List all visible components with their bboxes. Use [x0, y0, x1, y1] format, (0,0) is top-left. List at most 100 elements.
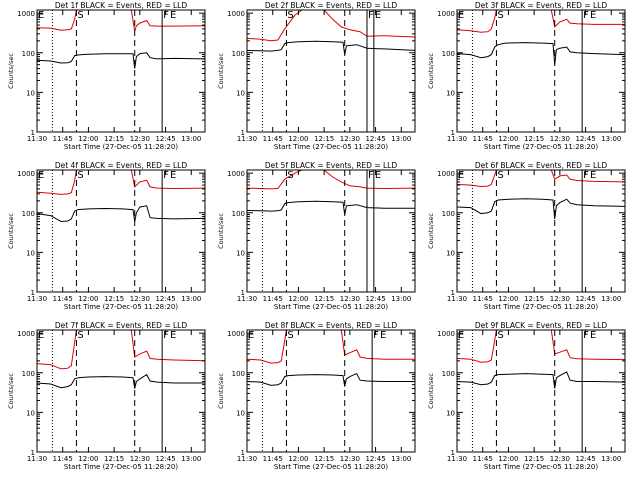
plot-frame — [36, 169, 206, 293]
x-tick-label: 11:45 — [473, 295, 493, 303]
x-axis-label: Start Time (27-Dec-05 11:28:20) — [484, 303, 598, 311]
x-tick-label: 12:45 — [365, 135, 385, 143]
x-tick-label: 12:15 — [314, 455, 334, 463]
y-tick-label: 1 — [451, 129, 455, 137]
y-tick-label: 100 — [442, 210, 455, 218]
x-tick-label: 12:30 — [340, 455, 360, 463]
event-marker-label: S — [77, 10, 83, 21]
y-tick-label: 100 — [22, 370, 35, 378]
plot-frame — [246, 329, 416, 453]
x-tick-label: 12:00 — [498, 295, 518, 303]
event-marker-label: F — [583, 170, 589, 181]
y-tick-label: 10 — [236, 409, 245, 417]
y-tick-label: 1 — [451, 289, 455, 297]
x-axis-label: Start Time (27-Dec-05 11:28:20) — [274, 143, 388, 151]
x-tick-label: 12:30 — [130, 455, 150, 463]
y-tick-label: 1000 — [17, 10, 35, 18]
x-tick-label: 12:30 — [550, 455, 570, 463]
event-marker-label: E — [458, 10, 464, 21]
x-tick-label: 11:30 — [27, 455, 47, 463]
plot-panel: 1 10 100 1000 11:30 11:45 12:00 12:15 12:30 12:45… — [7, 321, 206, 471]
y-tick-label: 1000 — [17, 170, 35, 178]
y-tick-label: 1 — [241, 449, 245, 457]
events-series-line — [36, 52, 206, 69]
x-tick-label: 13:00 — [391, 455, 411, 463]
x-tick-label: 12:45 — [365, 295, 385, 303]
x-axis-label: Start Time (27-Dec-05 11:28:20) — [64, 303, 178, 311]
y-tick-label: 100 — [442, 50, 455, 58]
y-tick-label: 1 — [241, 289, 245, 297]
events-series-line — [456, 371, 626, 389]
x-tick-label: 11:45 — [473, 135, 493, 143]
lld-series-line — [246, 169, 416, 190]
plot-panel: 1 10 100 1000 11:30 11:45 12:00 12:15 12:30 12:45… — [217, 321, 416, 471]
plot-panel: 1 10 100 1000 11:30 11:45 12:00 12:15 12:30 12:45… — [427, 161, 626, 311]
events-series-line — [246, 200, 415, 215]
event-marker-label: F — [583, 330, 589, 341]
event-marker-label: S — [497, 10, 503, 21]
y-tick-label: 100 — [232, 370, 245, 378]
lld-series-line — [36, 329, 206, 370]
x-tick-label: 12:00 — [498, 135, 518, 143]
x-tick-label: 12:00 — [288, 135, 308, 143]
x-tick-label: 12:30 — [550, 295, 570, 303]
event-marker-label: E — [170, 10, 176, 21]
x-tick-label: 11:30 — [237, 135, 257, 143]
event-marker-label: E — [38, 170, 44, 181]
x-tick-label: 13:00 — [391, 295, 411, 303]
x-tick-label: 11:45 — [263, 455, 283, 463]
x-tick-label: 12:45 — [575, 135, 595, 143]
event-marker-label: S — [77, 170, 83, 181]
x-axis-label: Start Time (27-Dec-05 11:28:20) — [64, 143, 178, 151]
lld-series-line — [36, 9, 206, 32]
x-tick-label: 13:00 — [181, 135, 201, 143]
x-tick-label: 12:00 — [288, 455, 308, 463]
event-marker-label: E — [590, 10, 596, 21]
y-axis-label: Counts/sec — [217, 373, 225, 409]
x-axis-label: Start Time (27-Dec-05 11:28:20) — [484, 143, 598, 151]
x-axis-label: Start Time (27-Dec-05 11:28:20) — [274, 463, 388, 471]
x-tick-label: 12:15 — [104, 295, 124, 303]
event-marker-label: F — [163, 10, 169, 21]
y-tick-label: 100 — [232, 50, 245, 58]
events-series-line — [246, 40, 416, 55]
lld-series-line — [246, 329, 415, 364]
y-axis-label: Counts/sec — [427, 213, 435, 249]
lld-series-line — [246, 9, 416, 42]
plot-title: Det 7f BLACK = Events, RED = LLD — [55, 321, 188, 330]
event-marker-label: E — [380, 330, 386, 341]
x-tick-label: 12:15 — [104, 135, 124, 143]
x-tick-label: 11:30 — [27, 135, 47, 143]
x-tick-label: 12:30 — [340, 135, 360, 143]
event-marker-label: E — [590, 330, 596, 341]
event-marker-label: F — [163, 330, 169, 341]
event-marker-label: E — [170, 170, 176, 181]
x-tick-label: 12:00 — [288, 295, 308, 303]
x-tick-label: 12:45 — [575, 295, 595, 303]
lld-series-line — [456, 169, 626, 188]
plot-title: Det 5f BLACK = Events, RED = LLD — [265, 161, 398, 170]
y-tick-label: 1000 — [17, 330, 35, 338]
event-marker-label: E — [375, 10, 381, 21]
x-tick-label: 11:45 — [53, 135, 73, 143]
x-tick-label: 12:15 — [104, 455, 124, 463]
x-tick-label: 11:45 — [53, 455, 73, 463]
plot-frame — [456, 329, 626, 453]
x-tick-label: 12:00 — [498, 455, 518, 463]
event-marker-label: S — [497, 170, 503, 181]
x-tick-label: 11:30 — [447, 455, 467, 463]
lld-series-line — [456, 329, 626, 363]
plot-panel: 1 10 100 1000 11:30 11:45 12:00 12:15 12:30 12:45… — [217, 1, 416, 151]
y-tick-label: 10 — [26, 249, 35, 257]
event-marker-label: E — [38, 330, 44, 341]
x-tick-label: 11:30 — [447, 135, 467, 143]
plot-title: Det 1f BLACK = Events, RED = LLD — [55, 1, 188, 10]
events-series-line — [246, 372, 415, 387]
x-tick-label: 12:45 — [155, 455, 175, 463]
x-tick-label: 12:45 — [155, 295, 175, 303]
x-tick-label: 11:30 — [237, 295, 257, 303]
plot-title: Det 6f BLACK = Events, RED = LLD — [475, 161, 608, 170]
events-series-line — [456, 42, 626, 65]
x-tick-label: 12:15 — [314, 295, 334, 303]
event-marker-label: F — [163, 170, 169, 181]
